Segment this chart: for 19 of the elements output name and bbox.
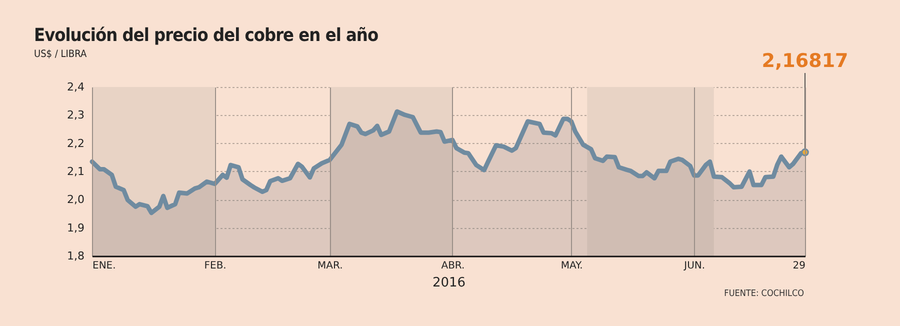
y-tick-label: 2,0 (67, 193, 84, 206)
y-tick-label: 1,8 (67, 250, 84, 262)
x-tick-label: MAY. (560, 260, 583, 272)
x-tick-label: 29 (792, 260, 806, 272)
chart-title: Evolución del precio del cobre en el año (34, 25, 378, 46)
x-tick-label: FEB. (204, 260, 226, 272)
y-tick-label: 1,9 (67, 221, 84, 234)
y-tick-label: 2,2 (67, 136, 84, 150)
x-tick-label: ABR. (441, 260, 465, 272)
x-axis-title: 2016 (432, 276, 466, 290)
y-tick-label: 2,4 (67, 80, 84, 94)
source-note: FUENTE: COCHILCO (724, 289, 804, 299)
x-tick-label: JUN. (683, 260, 706, 272)
chart-subtitle: US$ / LIBRA (34, 49, 87, 60)
annotation: 2,16817 (762, 50, 848, 72)
x-tick-label: ENE. (92, 260, 116, 272)
y-tick-label: 2,1 (67, 165, 84, 178)
x-tick-label: MAR. (318, 260, 343, 272)
y-tick-label: 2,3 (67, 108, 84, 122)
